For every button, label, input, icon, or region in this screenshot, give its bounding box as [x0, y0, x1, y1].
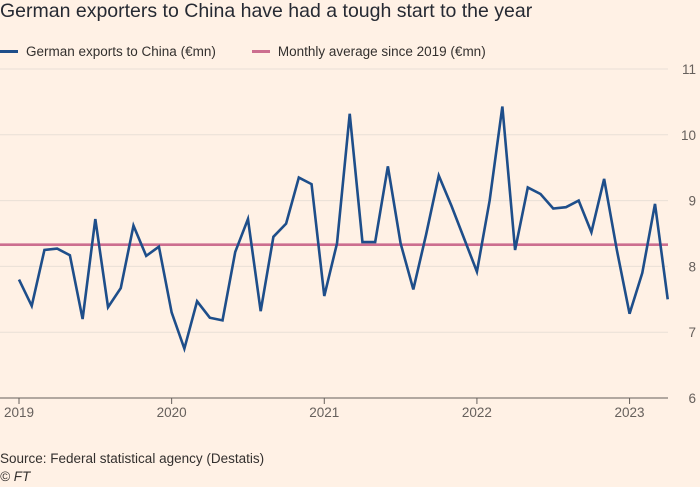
- legend-item-exports: German exports to China (€mn): [0, 44, 216, 59]
- legend-item-average: Monthly average since 2019 (€mn): [251, 44, 486, 59]
- source-note: Source: Federal statistical agency (Dest…: [0, 451, 265, 466]
- x-axis: 2019 2020 2021 2022 2023: [0, 397, 668, 420]
- x-tick-label-2019: 2019: [4, 405, 34, 420]
- x-tick-label-2022: 2022: [462, 405, 492, 420]
- ft-credit: © FT: [0, 469, 31, 484]
- exports-line: [17, 106, 670, 354]
- chart-legend: German exports to China (€mn) Monthly av…: [0, 44, 522, 59]
- y-tick-label-9: 9: [688, 194, 696, 209]
- series-layer: [0, 106, 670, 354]
- x-tick-label-2021: 2021: [309, 405, 339, 420]
- y-tick-label-11: 11: [682, 62, 696, 77]
- y-tick-label-6: 6: [688, 391, 696, 406]
- x-tick-label-2020: 2020: [157, 405, 187, 420]
- gridlines: [0, 68, 668, 333]
- y-tick-label-7: 7: [688, 325, 696, 340]
- legend-swatch-exports: [0, 50, 18, 53]
- legend-swatch-average: [251, 50, 270, 53]
- y-tick-label-8: 8: [688, 259, 696, 274]
- y-axis-tick-labels: 6 7 8 9 10 11: [681, 62, 696, 406]
- x-tick-label-2023: 2023: [615, 405, 645, 420]
- legend-label-average: Monthly average since 2019 (€mn): [277, 44, 486, 59]
- y-tick-label-10: 10: [681, 128, 696, 143]
- legend-label-exports: German exports to China (€mn): [26, 44, 216, 59]
- chart-title: German exporters to China have had a tou…: [0, 0, 533, 22]
